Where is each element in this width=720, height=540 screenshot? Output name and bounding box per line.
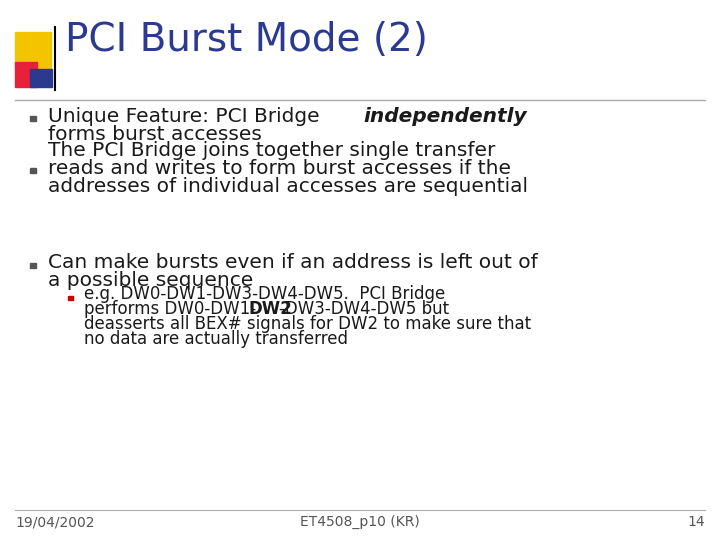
Text: 19/04/2002: 19/04/2002 (15, 515, 94, 529)
Text: forms burst accesses: forms burst accesses (48, 125, 262, 144)
Bar (68, 295, 73, 300)
Text: e.g. DW0-DW1-DW3-DW4-DW5.  PCI Bridge: e.g. DW0-DW1-DW3-DW4-DW5. PCI Bridge (84, 285, 445, 303)
Bar (30, 167, 35, 173)
Bar (30, 116, 35, 121)
Text: no data are actually transferred: no data are actually transferred (84, 330, 348, 348)
Text: Unique Feature: PCI Bridge: Unique Feature: PCI Bridge (48, 106, 326, 125)
Text: The PCI Bridge joins together single transfer: The PCI Bridge joins together single tra… (48, 140, 495, 159)
Text: performs DW0-DW1-: performs DW0-DW1- (84, 300, 256, 318)
Text: DW2: DW2 (248, 300, 292, 318)
Bar (30, 69, 52, 87)
Bar (15, 32, 51, 68)
Bar (30, 262, 35, 268)
Text: deasserts all BEX# signals for DW2 to make sure that: deasserts all BEX# signals for DW2 to ma… (84, 315, 531, 333)
Bar (15, 62, 37, 87)
Text: independently: independently (364, 106, 527, 125)
Text: a possible sequence: a possible sequence (48, 272, 253, 291)
Text: reads and writes to form burst accesses if the: reads and writes to form burst accesses … (48, 159, 511, 178)
Text: 14: 14 (688, 515, 705, 529)
Text: -DW3-DW4-DW5 but: -DW3-DW4-DW5 but (279, 300, 449, 318)
Text: addresses of individual accesses are sequential: addresses of individual accesses are seq… (48, 177, 528, 195)
Text: ET4508_p10 (KR): ET4508_p10 (KR) (300, 515, 420, 529)
Text: Can make bursts even if an address is left out of: Can make bursts even if an address is le… (48, 253, 538, 273)
Text: PCI Burst Mode (2): PCI Burst Mode (2) (65, 21, 428, 59)
